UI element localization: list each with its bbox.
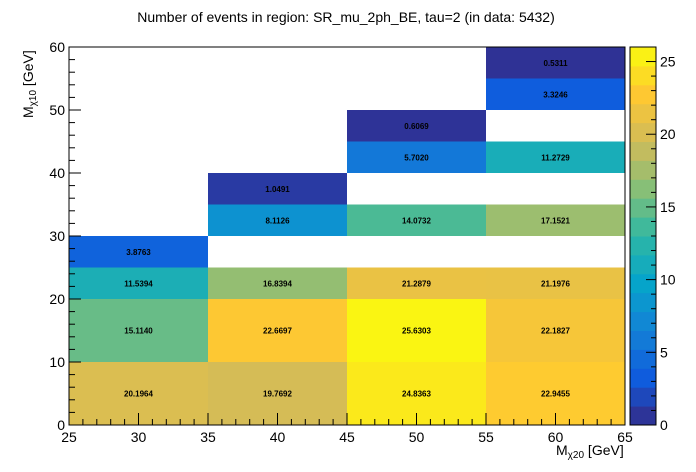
- x-tick-label: 40: [270, 429, 286, 445]
- colorbar-segment: [630, 292, 656, 313]
- cell-value-label: 24.8363: [402, 390, 431, 399]
- x-tick-label: 35: [200, 429, 216, 445]
- heatmap-cell: [486, 78, 625, 110]
- heatmap-cells: [69, 47, 625, 425]
- x-axis-label: Mχ20 [GeV]: [556, 442, 624, 461]
- y-tick-label: 20: [49, 291, 65, 307]
- colorbar-segment: [630, 311, 656, 331]
- heatmap-cell: [208, 267, 347, 299]
- cell-value-label: 14.0732: [402, 216, 431, 225]
- y-tick-label: 0: [57, 417, 65, 433]
- cell-value-label: 11.5394: [124, 279, 153, 288]
- colorbar-segment: [630, 179, 656, 199]
- y-tick-label: 50: [49, 102, 65, 118]
- axes: 25 30 35 40 45 50 55 60 65 0 10 20 30 40 50 60: [49, 39, 633, 445]
- colorbar-segment: [630, 217, 656, 237]
- colorbar-segment: [630, 198, 656, 218]
- colorbar-segment: [630, 47, 656, 67]
- heatmap-cell: [486, 47, 625, 79]
- x-tick-label: 25: [61, 429, 77, 445]
- heatmap-cell: [69, 267, 208, 299]
- cell-value-label: 16.8394: [263, 279, 292, 288]
- colorbar-segment: [630, 368, 656, 388]
- colorbar-segment: [630, 387, 656, 407]
- cell-value-label: 8.1126: [265, 216, 290, 225]
- heatmap-cell: [486, 204, 625, 236]
- colorbar-segment: [630, 273, 656, 294]
- x-axis-label-unit: [GeV]: [584, 442, 624, 458]
- cell-value-label: 3.8763: [126, 248, 151, 257]
- cell-value-label: 25.6303: [402, 327, 431, 336]
- colorbar-tick-label: 15: [660, 199, 676, 215]
- cell-value-label: 21.1976: [541, 279, 570, 288]
- x-axis-label-sub: χ20: [568, 450, 585, 461]
- chart-title: Number of events in region: SR_mu_2ph_BE…: [137, 9, 555, 25]
- y-axis-label-main: M: [20, 106, 36, 118]
- x-tick-label: 60: [548, 429, 564, 445]
- cell-value-label: 22.9455: [541, 390, 570, 399]
- heatmap-cell: [69, 236, 208, 268]
- cell-value-label: 3.3246: [543, 90, 568, 99]
- cell-value-label: 20.1964: [124, 390, 153, 399]
- cell-value-label: 0.6069: [404, 122, 429, 131]
- cell-value-label: 22.6697: [263, 327, 292, 336]
- heatmap-cell: [486, 299, 625, 362]
- colorbar-tick-label: 0: [660, 417, 668, 433]
- colorbar-segment: [630, 122, 656, 142]
- heatmap-cell: [208, 204, 347, 236]
- heatmap-cell: [347, 141, 486, 173]
- y-axis-label: Mχ10 [GeV]: [20, 50, 39, 118]
- cell-value-label: 19.7692: [263, 390, 292, 399]
- colorbar-tick-label: 25: [660, 54, 676, 70]
- y-tick-label: 60: [49, 39, 65, 55]
- cell-value-label: 11.2729: [541, 153, 570, 162]
- colorbar-tick-label: 10: [660, 272, 676, 288]
- colorbar-segment: [630, 349, 656, 369]
- colorbar-segment: [630, 330, 656, 350]
- heatmap-cell: [347, 110, 486, 142]
- heatmap-cell: [486, 267, 625, 299]
- x-tick-label: 50: [409, 429, 425, 445]
- colorbar-segment: [630, 406, 656, 426]
- cell-value-label: 15.1140: [124, 327, 153, 336]
- x-tick-label: 30: [131, 429, 147, 445]
- cell-value-label: 21.2879: [402, 279, 431, 288]
- colorbar-segment: [630, 103, 656, 124]
- y-tick-label: 30: [49, 228, 65, 244]
- colorbar-tick-label: 5: [660, 344, 668, 360]
- cell-value-label: 0.5311: [543, 59, 568, 68]
- y-tick-label: 40: [49, 165, 65, 181]
- x-tick-label: 65: [617, 429, 633, 445]
- colorbar-segment: [630, 254, 656, 275]
- colorbar-segment: [630, 160, 656, 180]
- colorbar-segment: [630, 141, 656, 161]
- y-axis-label-sub: χ10: [28, 90, 39, 107]
- heatmap-cell: [208, 299, 347, 362]
- heatmap-cell: [486, 141, 625, 173]
- x-axis-label-main: M: [556, 442, 568, 458]
- cell-value-label: 22.1827: [541, 327, 570, 336]
- heatmap-cell: [347, 267, 486, 299]
- cell-value-label: 5.7020: [404, 153, 429, 162]
- heatmap-cell: [347, 299, 486, 362]
- cell-value-label: 1.0491: [265, 185, 290, 194]
- colorbar-segment: [630, 236, 656, 256]
- heatmap-cell: [208, 173, 347, 205]
- y-tick-label: 10: [49, 354, 65, 370]
- cell-value-labels: 20.1964 19.7692 24.8363 22.9455 15.1140 22.66…: [124, 59, 570, 399]
- x-tick-label: 55: [478, 429, 494, 445]
- heatmap-cell: [347, 204, 486, 236]
- colorbar-segment: [630, 84, 656, 105]
- colorbar-segment: [630, 65, 656, 86]
- heatmap-cell: [69, 299, 208, 362]
- x-tick-label: 45: [339, 429, 355, 445]
- y-axis-label-unit: [GeV]: [20, 50, 36, 90]
- color-scale-bar: 0 5 10 15 20 25: [629, 46, 676, 433]
- colorbar-tick-label: 20: [660, 126, 676, 142]
- cell-value-label: 17.1521: [541, 216, 570, 225]
